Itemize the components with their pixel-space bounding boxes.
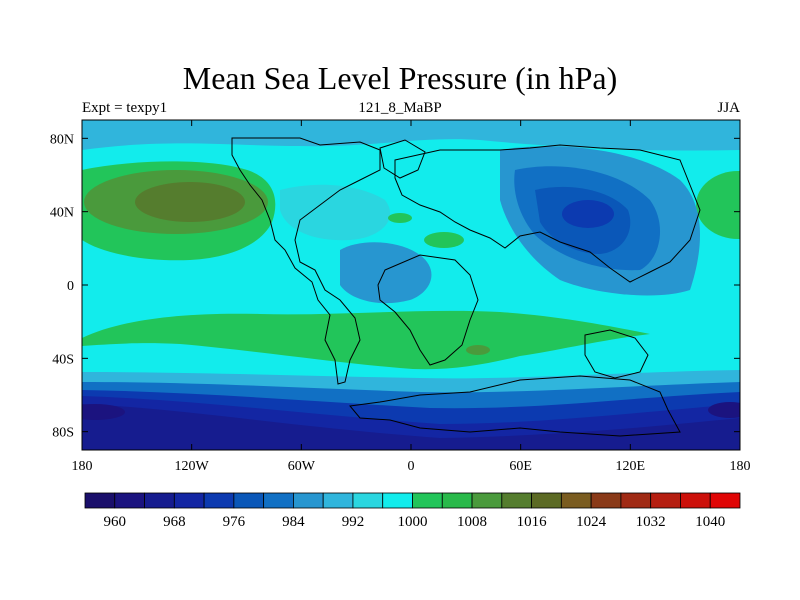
- colorbar-swatch: [412, 492, 443, 509]
- colorbar-swatch: [173, 492, 205, 509]
- lat-tick-label: 0: [67, 279, 74, 294]
- colorbar-swatch: [620, 492, 652, 509]
- pressure-contours: [82, 120, 740, 450]
- lon-tick-label: 0: [408, 459, 415, 474]
- colorbar-tick-label: 976: [223, 514, 246, 530]
- african-low: [340, 242, 432, 304]
- experiment-label: Expt = texpy1: [82, 100, 168, 116]
- coastline-greenland: [379, 139, 426, 179]
- lat-tick-label: 80S: [52, 426, 74, 441]
- colorbar-swatch: [84, 492, 116, 509]
- south-subtropical-high: [82, 310, 650, 370]
- colorbar-swatch: [263, 492, 294, 509]
- season-label: JJA: [717, 100, 740, 116]
- colorbar-tick-label: 1016: [517, 514, 548, 530]
- axis-ticks: 80N 40N 0 40S 80S 180 120W 60W 0 60E 120E 180: [50, 120, 751, 474]
- colorbar-swatch: [382, 492, 413, 509]
- lat-tick-label: 40S: [52, 352, 74, 367]
- colorbar-tick-label: 1024: [576, 514, 607, 530]
- colorbar-swatch: [293, 492, 324, 509]
- southern-band-5: [82, 404, 740, 450]
- lon-tick-label: 60W: [288, 459, 316, 474]
- south-low-east: [708, 402, 740, 418]
- south-low-west: [82, 404, 125, 420]
- colorbar-swatch: [709, 492, 741, 509]
- coastline-africa: [377, 254, 479, 366]
- colorbar-tick-label: 1032: [636, 514, 666, 530]
- colorbar-swatch: [441, 492, 473, 509]
- period-label: 121_8_MaBP: [358, 100, 442, 116]
- coastlines: [231, 137, 701, 437]
- colorbar-swatch: [203, 492, 235, 509]
- lon-tick-label: 120E: [616, 459, 646, 474]
- colorbar-swatch: [531, 492, 562, 509]
- colorbar-swatch: [114, 492, 145, 509]
- north-polar-low-band: [82, 120, 740, 151]
- lat-tick-label: 80N: [50, 132, 74, 147]
- lon-tick-label: 180: [730, 459, 751, 474]
- colorbar-swatch: [560, 492, 592, 509]
- coastline-australia: [584, 329, 649, 379]
- lon-tick-label: 60E: [509, 459, 532, 474]
- colorbar-swatch: [650, 492, 681, 509]
- colorbar-swatch: [144, 492, 175, 509]
- coastline-americas: [231, 137, 381, 385]
- mediterranean-high: [424, 232, 464, 248]
- colorbar-tick-label: 1008: [457, 514, 487, 530]
- asian-low-core: [562, 200, 614, 228]
- colorbar-swatch: [322, 492, 354, 509]
- colorbar-swatch: [680, 492, 711, 509]
- map-title: Mean Sea Level Pressure (in hPa): [182, 60, 618, 96]
- colorbar-swatch: [233, 492, 265, 509]
- lat-tick-label: 40N: [50, 206, 74, 221]
- coastline-antarctica: [349, 375, 681, 437]
- colorbar-swatch: [352, 492, 384, 509]
- coastline-eurasia: [394, 144, 701, 283]
- colorbar-tick-label: 968: [163, 514, 186, 530]
- south-high-core: [466, 345, 490, 355]
- colorbar-swatch: [590, 492, 622, 509]
- colorbar-tick-label: 992: [342, 514, 365, 530]
- colorbar-swatch: [471, 492, 503, 509]
- north-atlantic-high: [696, 171, 740, 239]
- colorbar-tick-label: 960: [104, 514, 127, 530]
- lon-tick-label: 180: [72, 459, 93, 474]
- colorbar-swatch: [501, 492, 532, 509]
- colorbar: 960 968 976 984 992 1000 1008 1016 1024 1032 1040: [84, 492, 741, 530]
- north-pacific-high-core: [135, 182, 245, 222]
- colorbar-tick-label: 984: [282, 514, 305, 530]
- north-american-low: [280, 184, 391, 241]
- lon-tick-label: 120W: [175, 459, 210, 474]
- atlantic-high-small: [388, 213, 412, 223]
- colorbar-tick-label: 1000: [398, 514, 428, 530]
- colorbar-tick-label: 1040: [695, 514, 725, 530]
